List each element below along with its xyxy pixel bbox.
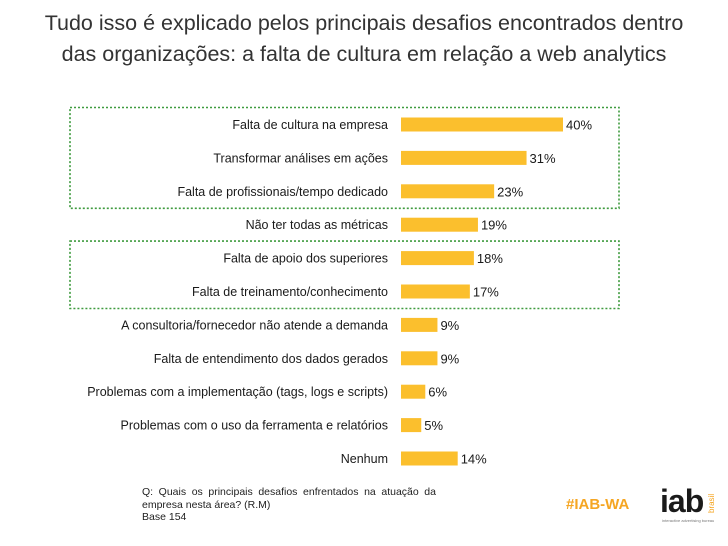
- footnote-base: Base 154: [142, 511, 187, 523]
- category-label: Falta de entendimento dos dados gerados: [154, 352, 388, 366]
- category-label: Nenhum: [341, 452, 388, 466]
- logo-text: iab: [660, 483, 704, 519]
- bar: [401, 384, 426, 399]
- category-label: Problemas com a implementação (tags, log…: [87, 385, 388, 399]
- value-label: 31%: [530, 151, 556, 166]
- category-label: Falta de profissionais/tempo dedicado: [177, 185, 388, 199]
- footnote: Q: Quais os principais desafios enfrenta…: [142, 486, 436, 524]
- value-label: 9%: [440, 318, 459, 333]
- category-label: A consultoria/fornecedor não atende a de…: [121, 318, 388, 332]
- logo-country: brasil: [707, 493, 716, 513]
- value-label: 5%: [424, 418, 443, 433]
- category-label: Falta de treinamento/conhecimento: [192, 285, 388, 299]
- value-label: 9%: [440, 351, 459, 366]
- category-label: Falta de cultura na empresa: [232, 118, 388, 132]
- category-label: Falta de apoio dos superiores: [223, 252, 388, 266]
- bar: [401, 351, 438, 366]
- category-label: Problemas com o uso da ferramenta e rela…: [121, 419, 389, 433]
- bar: [401, 117, 563, 132]
- category-label: Transformar análises em ações: [213, 151, 388, 165]
- value-label: 19%: [481, 218, 507, 233]
- logo-tagline: interactive advertising bureau: [662, 518, 715, 523]
- value-label: 40%: [566, 118, 592, 133]
- bar: [401, 184, 495, 199]
- bar: [401, 284, 470, 299]
- title-line-1: Tudo isso é explicado pelos principais d…: [44, 11, 684, 35]
- chart-title: Tudo isso é explicado pelos principais d…: [0, 8, 728, 70]
- value-label: 14%: [461, 452, 487, 467]
- bar: [401, 418, 422, 433]
- value-label: 23%: [497, 184, 523, 199]
- footnote-question: Q: Quais os principais desafios enfrenta…: [142, 486, 436, 511]
- hashtag: #IAB-WA: [566, 496, 630, 513]
- bar: [401, 251, 474, 266]
- highlight-box-1: [69, 106, 620, 210]
- bar: [401, 217, 478, 232]
- value-label: 18%: [477, 251, 503, 266]
- category-label: Não ter todas as métricas: [246, 218, 388, 232]
- value-label: 17%: [473, 285, 499, 300]
- bar: [401, 150, 527, 165]
- title-line-2: das organizações: a falta de cultura em …: [61, 42, 667, 66]
- bar: [401, 451, 458, 466]
- value-label: 6%: [428, 385, 447, 400]
- iab-logo: iab brasil interactive advertising burea…: [660, 483, 716, 525]
- bar: [401, 317, 438, 332]
